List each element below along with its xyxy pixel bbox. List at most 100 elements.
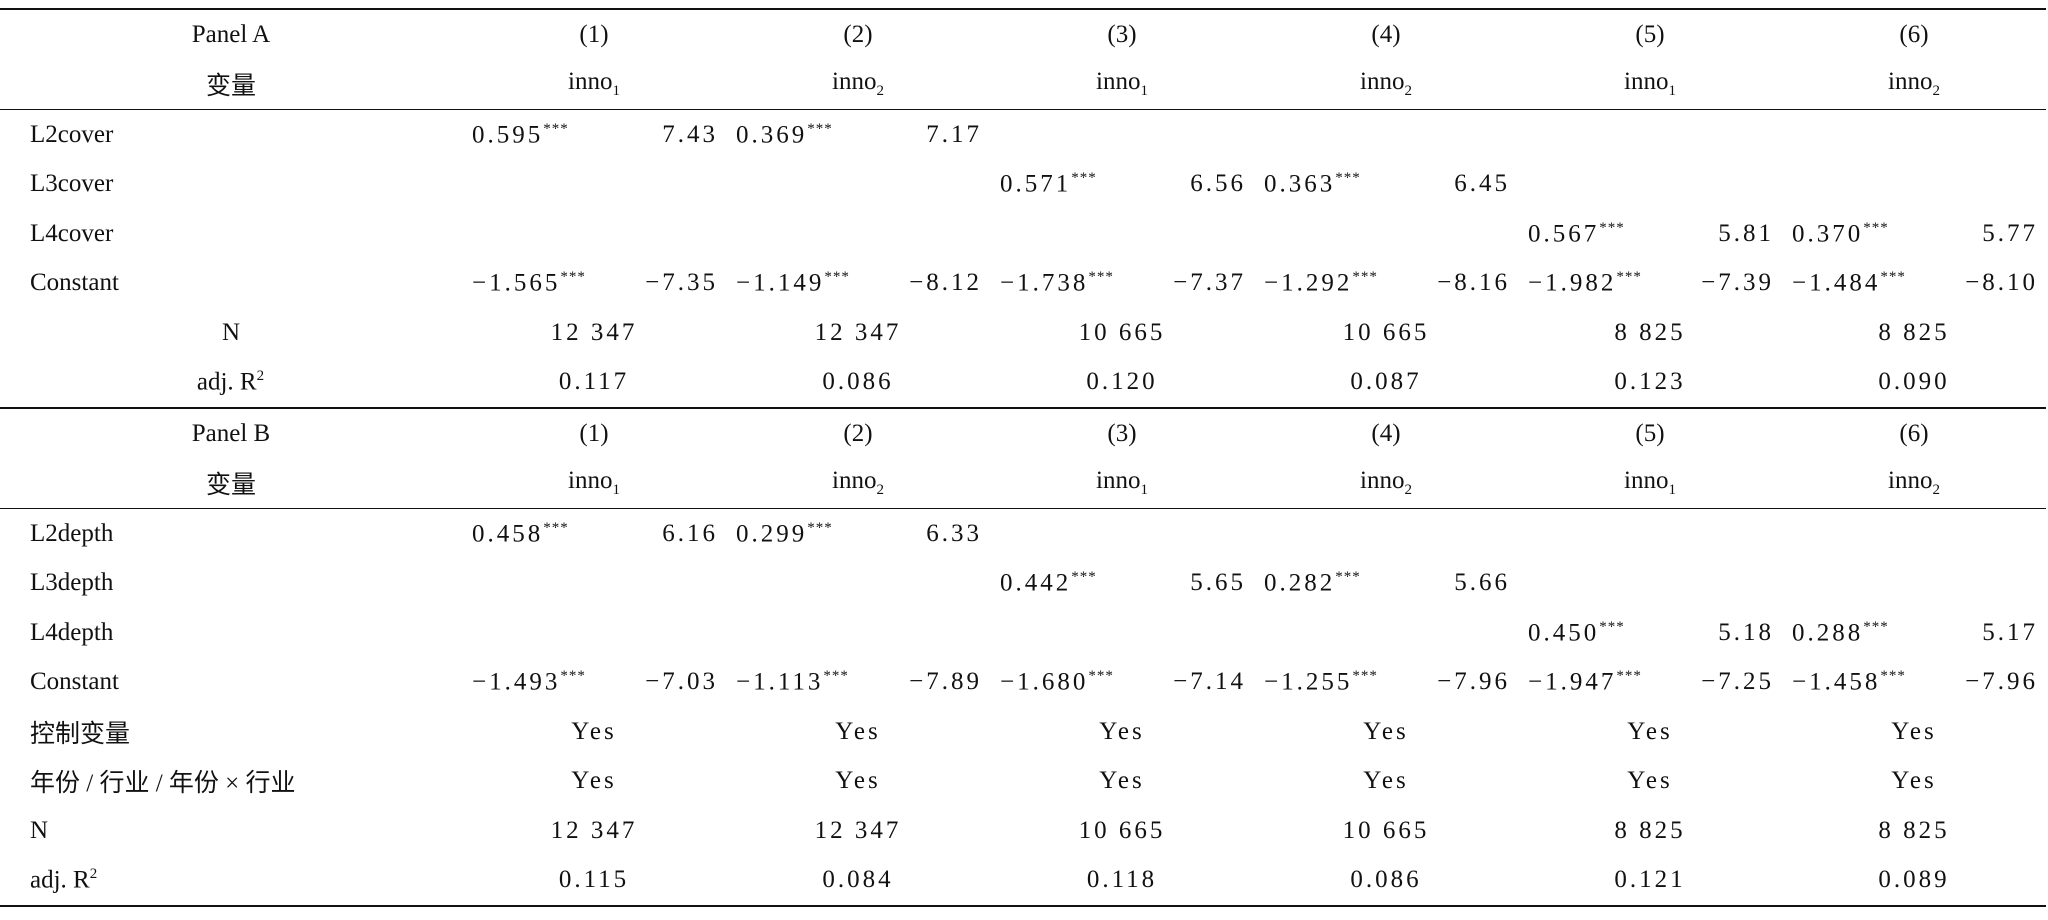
coefficient-group: 0.458*** [472, 520, 569, 548]
cell [1782, 110, 2046, 160]
coefficient: 0.363 [1264, 170, 1336, 198]
cell [1782, 160, 2046, 210]
coef-pair: −1.982*** −7.39 [1518, 269, 1782, 297]
row-label: L2depth [30, 519, 114, 547]
coefficient: 0.442 [1000, 569, 1072, 597]
cell: Yes [1099, 717, 1145, 745]
significance-stars: *** [823, 668, 849, 685]
cell: −1.484*** −8.10 [1782, 259, 2046, 309]
t-statistic: 6.45 [1454, 170, 1510, 198]
coefficient: −1.565 [472, 269, 561, 297]
t-statistic: −7.89 [909, 668, 982, 696]
data-row: adj. R2 0.117 0.086 0.120 0.087 0.123 0.090 [0, 358, 2046, 409]
coef-pair: −1.149*** −8.12 [726, 269, 990, 297]
significance-stars: *** [807, 120, 833, 137]
cell: 0.370*** 5.77 [1782, 209, 2046, 259]
coefficient-group: 0.567*** [1528, 220, 1625, 248]
coefficient: 0.370 [1792, 219, 1864, 247]
t-statistic: 5.77 [1982, 219, 2038, 247]
cell: 0.117 [558, 368, 630, 396]
cell: −1.149*** −8.12 [726, 259, 990, 309]
text: inno [568, 467, 613, 495]
coefficient: −1.680 [1000, 668, 1089, 696]
subscript: 2 [876, 83, 884, 100]
cell [726, 559, 990, 609]
coef-pair: 0.288*** 5.17 [1782, 619, 2046, 647]
cell [462, 559, 726, 609]
coef-pair: −1.458*** −7.96 [1782, 668, 2046, 696]
coefficient-group: 0.288*** [1792, 619, 1889, 647]
row-label: N [221, 318, 241, 346]
coefficient-group: −1.982*** [1528, 269, 1642, 297]
cell: 0.282*** 5.66 [1254, 559, 1518, 609]
header-cell: inno1 [1518, 458, 1782, 509]
cell [1782, 559, 2046, 609]
header-cell: inno1 [462, 59, 726, 110]
cell: 0.115 [462, 855, 726, 907]
cell: −1.458*** −7.96 [1782, 658, 2046, 708]
cell: Yes [571, 767, 617, 795]
coefficient-group: 0.299*** [736, 520, 833, 548]
row-label: adj. R2 [0, 358, 462, 409]
subscript: 2 [1404, 482, 1412, 499]
text: inno [832, 467, 877, 495]
significance-stars: *** [1352, 269, 1378, 286]
cell: 0.089 [1782, 855, 2046, 907]
coefficient: 0.282 [1264, 569, 1336, 597]
cell: 8 825 [1614, 318, 1686, 346]
text: inno [1624, 68, 1669, 96]
coefficient-group: −1.738*** [1000, 269, 1114, 297]
coefficient: 0.458 [472, 519, 544, 547]
header-cell: inno2 [1254, 458, 1518, 509]
panel-header: Panel A (1) (2) (3) (4) (5) (6) 变量 inno1 inno2 inn… [0, 8, 2046, 110]
coef-pair: −1.947*** −7.25 [1518, 668, 1782, 696]
coef-pair: 0.299*** 6.33 [726, 520, 990, 548]
header-cell: (4) [1254, 407, 1518, 459]
row-label: L3depth [30, 569, 114, 597]
row-label: Constant [30, 269, 119, 297]
header-cell: (2) [726, 407, 990, 459]
coefficient: −1.484 [1792, 269, 1881, 297]
header-label: 变量 [0, 59, 462, 110]
coef-pair: −1.680*** −7.14 [990, 668, 1254, 696]
header-label: Panel A [0, 8, 462, 60]
text: inno [832, 68, 877, 96]
header-row: Panel B (1) (2) (3) (4) (5) (6) [0, 407, 2046, 459]
coefficient: −1.292 [1264, 269, 1353, 297]
page: {"panels": [ {"header": [ ["Panel A", "(… [0, 8, 2048, 920]
cell: 8 825 [1878, 816, 1950, 844]
significance-stars: *** [1071, 569, 1097, 586]
superscript: 2 [89, 866, 99, 883]
t-statistic: 5.81 [1718, 219, 1774, 247]
superscript: 2 [256, 368, 266, 385]
significance-stars: *** [1863, 618, 1889, 635]
significance-stars: *** [560, 668, 586, 685]
cell [462, 160, 726, 210]
t-statistic: −7.03 [645, 668, 718, 696]
coefficient-group: −1.255*** [1264, 668, 1378, 696]
cell: 0.084 [726, 855, 990, 907]
cell: 0.442*** 5.65 [990, 559, 1254, 609]
coef-pair: 0.595*** 7.43 [462, 121, 726, 149]
panel-header: Panel B (1) (2) (3) (4) (5) (6) 变量 inno1 inno2 inn… [0, 407, 2046, 509]
t-statistic: −7.96 [1965, 668, 2038, 696]
header-cell: (6) [1782, 8, 2046, 60]
cell: Yes [1363, 767, 1409, 795]
coefficient: −1.982 [1528, 269, 1617, 297]
data-row: N 12 347 12 347 10 665 10 665 8 825 8 825 [0, 308, 2046, 358]
data-row: L4depth 0.450*** 5.18 0.288*** 5.17 [0, 608, 2046, 658]
header-cell: (1) [462, 8, 726, 60]
significance-stars: *** [1599, 219, 1625, 236]
cell [1518, 559, 1782, 609]
coefficient: 0.567 [1528, 219, 1600, 247]
t-statistic: 7.43 [662, 120, 718, 148]
cell: 0.571*** 6.56 [990, 160, 1254, 210]
coefficient-group: −1.493*** [472, 668, 586, 696]
data-row: L2cover 0.595*** 7.43 0.369*** 7.17 [0, 110, 2046, 160]
cell: 0.369*** 7.17 [726, 110, 990, 160]
row-label: L4depth [30, 618, 114, 646]
coef-pair: −1.484*** −8.10 [1782, 269, 2046, 297]
cell [1254, 110, 1518, 160]
header-row: 变量 inno1 inno2 inno1 inno2 inno1 inno2 [0, 59, 2046, 110]
coef-pair: 0.567*** 5.81 [1518, 220, 1782, 248]
